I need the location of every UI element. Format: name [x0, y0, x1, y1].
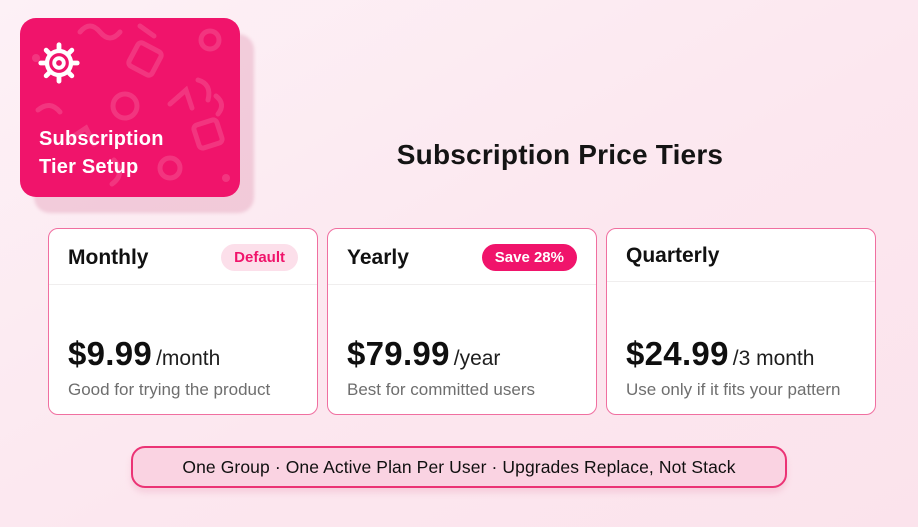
- tier-name: Monthly: [68, 245, 149, 269]
- plan-rules-banner: One Group · One Active Plan Per User · U…: [131, 446, 787, 488]
- setup-card-title-line2: Tier Setup: [39, 156, 139, 178]
- tier-name: Quarterly: [626, 244, 720, 267]
- tier-name: Yearly: [347, 245, 409, 269]
- page-title: Subscription Price Tiers: [396, 139, 724, 170]
- tier-body: $9.99 /month Good for trying the product: [49, 285, 317, 414]
- tier-header: Quarterly: [607, 229, 875, 282]
- save-badge: Save 28%: [481, 244, 577, 271]
- tier-card-monthly[interactable]: Monthly Default $9.99 /month Good for tr…: [48, 228, 318, 415]
- tier-card-row: Monthly Default $9.99 /month Good for tr…: [48, 228, 876, 415]
- tier-description: Use only if it fits your pattern: [626, 380, 841, 399]
- tier-price: $24.99: [626, 335, 729, 372]
- gear-icon: [38, 42, 80, 84]
- price-line: $9.99 /month: [68, 335, 298, 373]
- tier-body: $24.99 /3 month Use only if it fits your…: [607, 282, 875, 414]
- tier-period: /year: [453, 347, 501, 370]
- subscription-tier-setup-card[interactable]: Subscription Tier Setup: [20, 18, 240, 197]
- setup-card-title-line1: Subscription: [39, 128, 164, 150]
- default-badge: Default: [221, 244, 298, 271]
- price-line: $24.99 /3 month: [626, 335, 856, 373]
- tier-card-yearly[interactable]: Yearly Save 28% $79.99 /year Best for co…: [327, 228, 597, 415]
- tier-price: $79.99: [347, 335, 450, 372]
- tier-period: /3 month: [732, 347, 815, 370]
- tier-period: /month: [156, 347, 221, 370]
- tier-card-quarterly[interactable]: Quarterly $24.99 /3 month Use only if it…: [606, 228, 876, 415]
- tier-description: Best for committed users: [347, 380, 536, 399]
- price-line: $79.99 /year: [347, 335, 577, 373]
- tier-description: Good for trying the product: [68, 380, 271, 399]
- tier-header: Monthly Default: [49, 229, 317, 285]
- tier-price: $9.99: [68, 335, 153, 372]
- tier-header: Yearly Save 28%: [328, 229, 596, 285]
- doodle-pattern: [32, 23, 230, 187]
- tier-body: $79.99 /year Best for committed users: [328, 285, 596, 414]
- setup-card-title: Subscription Tier Setup: [39, 125, 164, 181]
